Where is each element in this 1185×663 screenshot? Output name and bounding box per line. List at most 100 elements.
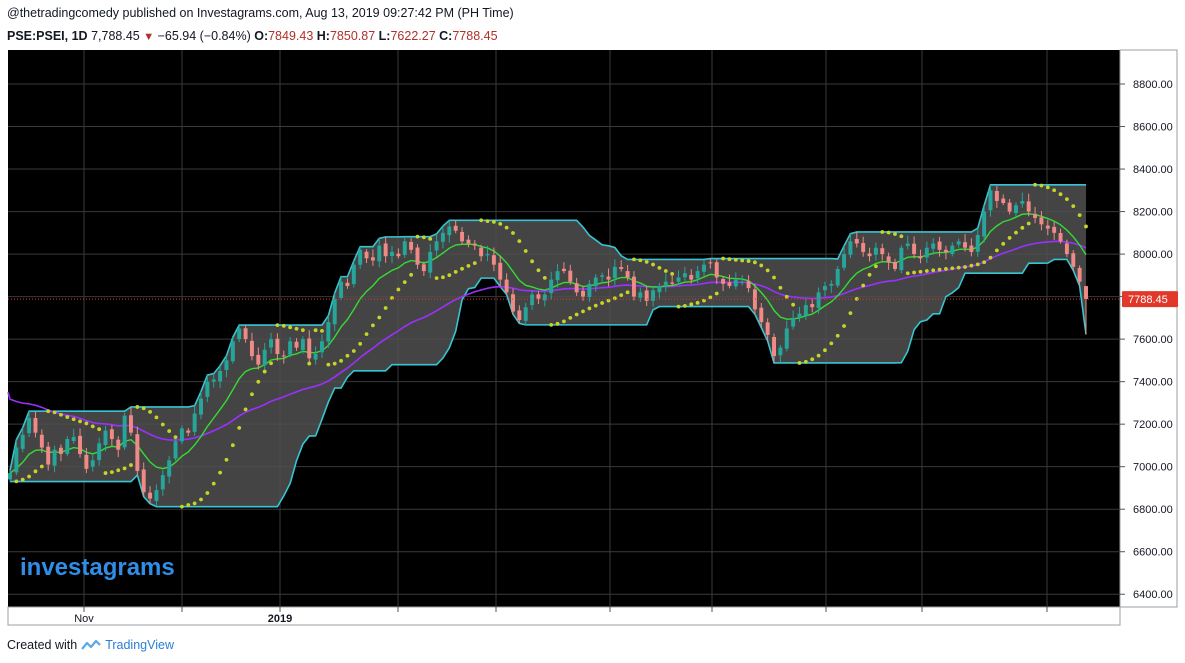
footer: Created with TradingView: [7, 638, 174, 652]
y-tick-label: 8000.00: [1133, 249, 1173, 261]
candle-body: [491, 255, 496, 265]
candle-body: [281, 355, 286, 357]
candle-body: [434, 241, 439, 251]
y-tick-label: 7600.00: [1133, 334, 1173, 346]
candle-body: [179, 428, 184, 442]
candle-body: [504, 279, 509, 293]
low-value: 7622.27: [390, 29, 436, 43]
candle-body: [294, 341, 299, 348]
psar-dot: [714, 291, 719, 296]
psar-dot: [568, 315, 573, 320]
candle-body: [561, 268, 566, 272]
candle-body: [186, 430, 191, 433]
candle-body: [173, 441, 178, 459]
candle-body: [71, 436, 76, 441]
psar-dot: [148, 409, 152, 414]
psar-dot: [562, 319, 566, 324]
candle-body: [1007, 202, 1012, 212]
psar-dot: [689, 302, 694, 307]
psar-dot: [587, 306, 592, 311]
candle-body: [409, 241, 414, 250]
psar-dot: [988, 255, 993, 260]
candle-body: [262, 349, 267, 366]
candle-body: [122, 415, 127, 448]
candle-body: [663, 281, 668, 285]
down-arrow-icon: ▼: [143, 31, 155, 43]
psar-dot: [460, 266, 464, 271]
tradingview-brand[interactable]: TradingView: [105, 638, 174, 652]
price-chart[interactable]: 8800.008600.008400.008200.008000.007800.…: [0, 48, 1185, 628]
psar-dot: [619, 293, 624, 298]
last-price-tag: [1122, 291, 1178, 308]
psar-dot: [905, 271, 910, 276]
candle-body: [288, 341, 293, 355]
candle-body: [14, 447, 19, 473]
candle-body: [218, 371, 223, 382]
candle-body: [657, 285, 662, 293]
candle-body: [988, 190, 993, 211]
candle-body: [160, 475, 165, 490]
fast-moving-average-line: [9, 213, 1087, 474]
candle-body: [345, 282, 350, 286]
psar-dot: [109, 470, 114, 475]
candle-body: [128, 415, 133, 433]
psar-dot: [1084, 224, 1088, 229]
candle-body: [918, 256, 923, 259]
psar-dot: [663, 269, 668, 273]
candle-body: [963, 242, 968, 248]
open-value: 7849.43: [268, 29, 314, 43]
candle-body: [631, 276, 636, 297]
candle-body: [1001, 198, 1006, 204]
candle-body: [542, 294, 547, 301]
psar-dot: [778, 285, 783, 290]
psar-dot: [396, 287, 401, 292]
tradingview-logo-icon: [81, 639, 101, 650]
channel-fill: [10, 184, 1086, 507]
psar-dot: [351, 349, 356, 353]
psar-dot: [71, 417, 76, 422]
psar-dot: [944, 267, 948, 271]
channel-lower-line: [10, 258, 1087, 508]
psar-dot: [536, 268, 541, 273]
candle-body: [256, 354, 261, 365]
candle-body: [154, 490, 159, 501]
psar-dot: [59, 412, 63, 417]
psar-dot: [963, 265, 967, 269]
psar-dot: [682, 303, 687, 308]
psar-dot: [154, 415, 159, 420]
candle-body: [778, 347, 783, 356]
psar-dot: [129, 463, 133, 467]
psar-dot: [14, 479, 19, 484]
psar-dot: [1071, 204, 1076, 208]
psar-dot: [1007, 236, 1012, 240]
psar-dot: [409, 272, 414, 277]
candle-body: [402, 241, 407, 255]
psar-dot: [772, 275, 776, 280]
candle-body: [440, 232, 445, 242]
psar-dot: [797, 361, 802, 365]
y-tick-label: 7000.00: [1133, 462, 1173, 474]
candle-body: [612, 266, 617, 278]
psar-dot: [918, 269, 923, 274]
candle-body: [135, 434, 140, 471]
candle-body: [912, 243, 917, 255]
psar-dot: [873, 264, 878, 269]
candle-body: [975, 234, 980, 252]
candle-body: [20, 434, 25, 449]
candle-body: [924, 247, 929, 258]
candle-body: [810, 304, 815, 308]
psar-dot: [116, 468, 121, 473]
psar-dot: [1001, 241, 1006, 246]
candle-body: [364, 251, 369, 259]
psar-dot: [733, 257, 738, 262]
psar-dot: [504, 225, 509, 230]
candle-body: [740, 281, 745, 283]
x-tick-label: 2019: [268, 613, 292, 625]
candle-body: [1045, 225, 1050, 229]
psar-dot: [186, 503, 191, 507]
candle-body: [721, 278, 726, 284]
candle-body: [511, 294, 515, 312]
psar-dot: [612, 296, 617, 301]
candle-body: [390, 251, 394, 257]
y-tick-label: 8400.00: [1133, 164, 1173, 176]
